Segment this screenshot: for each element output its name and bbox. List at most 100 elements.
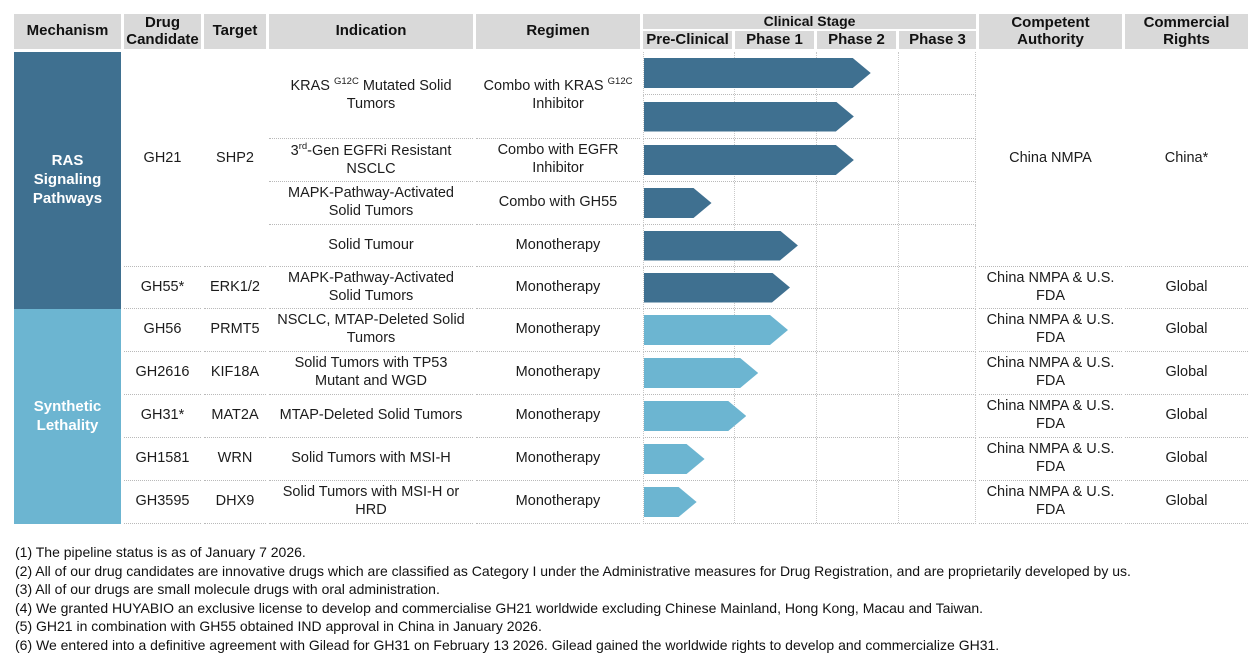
stage-gridline	[898, 139, 899, 181]
regimen-gh1581-text: Monotherapy	[515, 450, 601, 467]
regimen-gh3595-text: Monotherapy	[515, 493, 601, 510]
target-mat2a: MAT2A	[204, 395, 266, 438]
footnote-5: (5) GH21 in combination with GH55 obtain…	[15, 618, 542, 635]
clinical-track-kras-2	[643, 95, 976, 139]
target-kif18a: KIF18A	[204, 352, 266, 395]
regimen-combo-gh55-text: Combo with GH55	[498, 194, 618, 211]
indication-gh1581-text: Solid Tumors with MSI-H	[291, 450, 451, 467]
rights-gh56-text: Global	[1165, 321, 1208, 338]
stage-gridline	[898, 395, 899, 437]
header-competent-authority: Competent Authority	[979, 14, 1122, 49]
footnotes: (1) The pipeline status is as of January…	[15, 543, 1248, 655]
indication-gh3595-text: Solid Tumors with MSI-H or HRD	[282, 484, 460, 518]
header-phase-3-label: Phase 3	[909, 30, 966, 48]
clinical-track-mapk-combo	[643, 182, 976, 225]
regimen-gh2616: Monotherapy	[476, 352, 640, 395]
stage-arrow-gh1581	[644, 444, 705, 474]
target-mat2a-label: MAT2A	[211, 407, 259, 424]
header-phase-3: Phase 3	[899, 31, 976, 49]
stage-arrow-mapk-combo	[644, 188, 712, 218]
indication-solid-tumour-text: Solid Tumour	[328, 236, 414, 253]
header-mechanism-label: Mechanism	[26, 22, 109, 40]
stage-arrow-gh55	[644, 273, 790, 303]
header-phase-2-label: Phase 2	[828, 30, 885, 48]
drug-gh2616-label: GH2616	[135, 364, 190, 381]
header-drug-candidate: Drug Candidate	[124, 14, 201, 49]
indication-kras-text: KRAS G12C Mutated Solid Tumors	[290, 76, 452, 112]
regimen-gh55: Monotherapy	[476, 267, 640, 309]
indication-gh1581: Solid Tumors with MSI-H	[269, 438, 473, 481]
target-kif18a-label: KIF18A	[210, 364, 260, 381]
stage-arrow-kras-2	[644, 102, 854, 132]
header-commercial-rights-label: Commercial Rights	[1143, 13, 1230, 48]
stage-gridline	[734, 481, 735, 523]
mechanism-synthetic-lethality: Synthetic Lethality	[14, 309, 121, 524]
mechanism-synthetic-label: Synthetic Lethality	[33, 397, 102, 434]
header-target: Target	[204, 14, 266, 49]
header-phase-1: Phase 1	[735, 31, 814, 49]
regimen-gh3595: Monotherapy	[476, 481, 640, 524]
drug-gh2616: GH2616	[124, 352, 201, 395]
stage-gridline	[898, 52, 899, 94]
stage-gridline	[816, 481, 817, 523]
stage-arrow-gh56	[644, 315, 788, 345]
regimen-combo-gh55: Combo with GH55	[476, 182, 640, 225]
header-indication-label: Indication	[335, 22, 407, 40]
footnote-6: (6) We entered into a definitive agreeme…	[15, 636, 1000, 653]
header-pre-clinical-label: Pre-Clinical	[646, 30, 729, 48]
drug-gh3595: GH3595	[124, 481, 201, 524]
indication-mapk-combo: MAPK-Pathway-Activated Solid Tumors	[269, 182, 473, 225]
stage-gridline	[898, 352, 899, 394]
regimen-gh2616-text: Monotherapy	[515, 364, 601, 381]
regimen-mono-gh21: Monotherapy	[476, 225, 640, 267]
clinical-track-gh1581	[643, 438, 976, 481]
stage-gridline	[898, 481, 899, 523]
footnote-1: (1) The pipeline status is as of January…	[15, 544, 306, 560]
target-shp2: SHP2	[204, 52, 266, 267]
stage-arrow-kras-1	[644, 58, 871, 88]
indication-gh56: NSCLC, MTAP-Deleted Solid Tumors	[269, 309, 473, 352]
clinical-track-gh2616	[643, 352, 976, 395]
regimen-combo-kras-text: Combo with KRAS G12C Inhibitor	[483, 76, 633, 112]
authority-gh1581: China NMPA & U.S. FDA	[979, 438, 1122, 481]
drug-gh56-label: GH56	[143, 321, 182, 338]
regimen-combo-egfr-text: Combo with EGFR Inhibitor	[497, 142, 619, 176]
header-mechanism: Mechanism	[14, 14, 121, 49]
drug-gh55-label: GH55*	[140, 278, 185, 295]
footnote-4: (4) We granted HUYABIO an exclusive lice…	[15, 599, 984, 616]
stage-gridline	[816, 395, 817, 437]
target-dhx9: DHX9	[204, 481, 266, 524]
indication-egfri-text: 3rd-Gen EGFRi Resistant NSCLC	[290, 141, 452, 177]
stage-gridline	[816, 267, 817, 308]
regimen-mono-gh21-text: Monotherapy	[515, 236, 601, 253]
footnote-3: (3) All of our drugs are small molecule …	[15, 581, 440, 598]
drug-gh31: GH31*	[124, 395, 201, 438]
authority-gh31: China NMPA & U.S. FDA	[979, 395, 1122, 438]
target-shp2-label: SHP2	[216, 150, 254, 167]
stage-gridline	[816, 309, 817, 351]
indication-gh31: MTAP-Deleted Solid Tumors	[269, 395, 473, 438]
regimen-gh56-text: Monotherapy	[515, 321, 601, 338]
authority-gh1581-text: China NMPA & U.S. FDA	[986, 441, 1115, 475]
indication-gh55-text: MAPK-Pathway-Activated Solid Tumors	[287, 269, 454, 304]
regimen-gh1581: Monotherapy	[476, 438, 640, 481]
rights-gh21-text: China*	[1164, 150, 1209, 167]
pipeline-table: Mechanism Drug Candidate Target Indicati…	[14, 13, 1248, 524]
authority-gh3595: China NMPA & U.S. FDA	[979, 481, 1122, 524]
stage-gridline	[734, 182, 735, 224]
authority-gh21-text: China NMPA	[1009, 150, 1092, 167]
header-regimen-label: Regimen	[526, 22, 590, 40]
rights-gh3595-text: Global	[1165, 493, 1208, 510]
rights-gh55-text: Global	[1165, 278, 1208, 295]
drug-gh21: GH21	[124, 52, 201, 267]
indication-gh55: MAPK-Pathway-Activated Solid Tumors	[269, 267, 473, 309]
drug-gh3595-label: GH3595	[135, 493, 190, 510]
target-erk12-label: ERK1/2	[210, 278, 260, 295]
authority-gh55: China NMPA & U.S. FDA	[979, 267, 1122, 309]
authority-gh3595-text: China NMPA & U.S. FDA	[986, 484, 1115, 518]
regimen-combo-egfr: Combo with EGFR Inhibitor	[476, 139, 640, 182]
stage-gridline	[816, 182, 817, 224]
authority-gh55-text: China NMPA & U.S. FDA	[986, 269, 1115, 304]
stage-gridline	[898, 225, 899, 266]
